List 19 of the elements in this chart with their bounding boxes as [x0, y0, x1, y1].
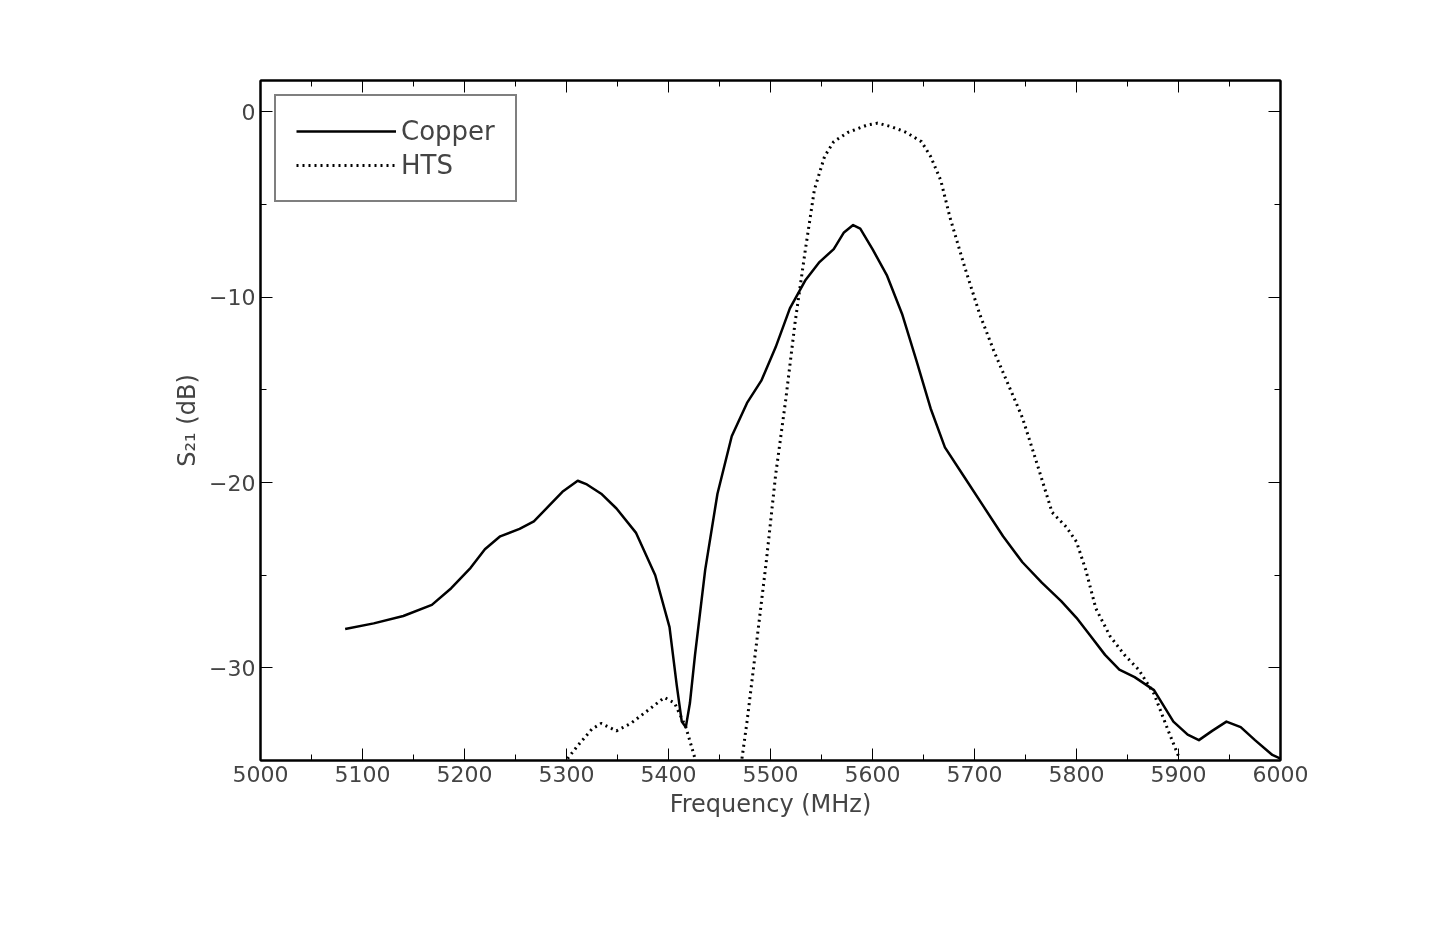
x-tick-label: 5900 — [1150, 761, 1207, 787]
legend-label: HTS — [401, 150, 453, 180]
x-tick-label: 5300 — [538, 761, 595, 787]
x-tick-label: 5600 — [844, 761, 901, 787]
x-tick-label: 5400 — [640, 761, 697, 787]
x-tick-label: 5000 — [232, 761, 289, 787]
x-axis-title: Frequency (MHz) — [669, 789, 872, 818]
x-tick-label: 5100 — [334, 761, 391, 787]
x-tick-label: 6000 — [1252, 761, 1309, 787]
y-tick-label: −30 — [209, 655, 256, 681]
y-tick-label: −20 — [209, 470, 256, 496]
legend-label: Copper — [401, 116, 495, 146]
x-tick-label: 5200 — [436, 761, 493, 787]
y-tick-label: 0 — [241, 100, 256, 125]
x-tick-label: 5500 — [742, 761, 799, 787]
y-tick-label: −10 — [209, 285, 256, 311]
y-axis-title: S₂₁ (dB) — [173, 374, 202, 467]
x-tick-label: 5800 — [1048, 761, 1105, 787]
x-tick-label: 5700 — [946, 761, 1003, 787]
